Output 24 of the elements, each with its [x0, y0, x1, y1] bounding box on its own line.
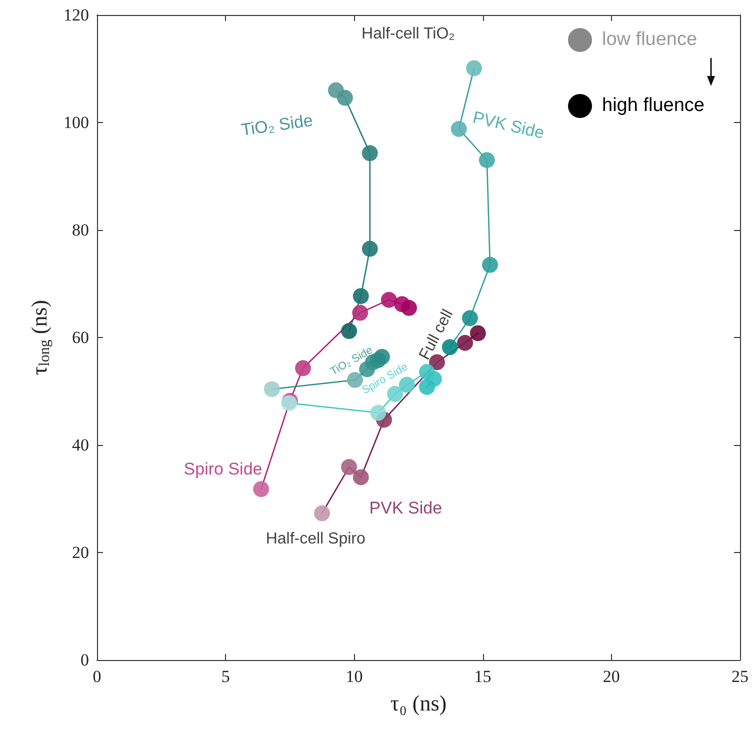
y-tick-label: 80 — [72, 220, 89, 240]
x-tick-label: 0 — [92, 667, 102, 686]
text: TiO₂ Side — [240, 110, 314, 140]
y-tick-label: 20 — [72, 543, 89, 562]
y-tick-label: 120 — [64, 6, 89, 24]
series-label: PVK Side — [369, 498, 442, 518]
x-tick-label: 10 — [346, 667, 363, 686]
y-tick-label: 60 — [72, 328, 89, 347]
x-axis-title: τ₀ (ns) — [390, 690, 447, 716]
y-tick-label: 100 — [64, 113, 89, 132]
y-axis-title: τlong (ns) — [26, 300, 54, 376]
series-label: Spiro Side — [184, 460, 262, 479]
annotation: high fluence — [602, 95, 704, 117]
annotation: Half-cell Spiro — [266, 530, 366, 548]
x-tick-label: 5 — [221, 667, 230, 686]
annotation: Half-cell TiO₂ — [362, 25, 455, 42]
y-tick-label: 0 — [80, 650, 89, 670]
x-tick-label: 20 — [602, 667, 620, 686]
y-tick-label: 40 — [72, 436, 89, 454]
annotation: low fluence — [602, 29, 698, 51]
x-tick-label: 25 — [732, 667, 748, 686]
text: PVK Side — [470, 108, 546, 143]
x-tick-label: 15 — [474, 667, 492, 686]
annotation: Full cell — [416, 306, 457, 363]
